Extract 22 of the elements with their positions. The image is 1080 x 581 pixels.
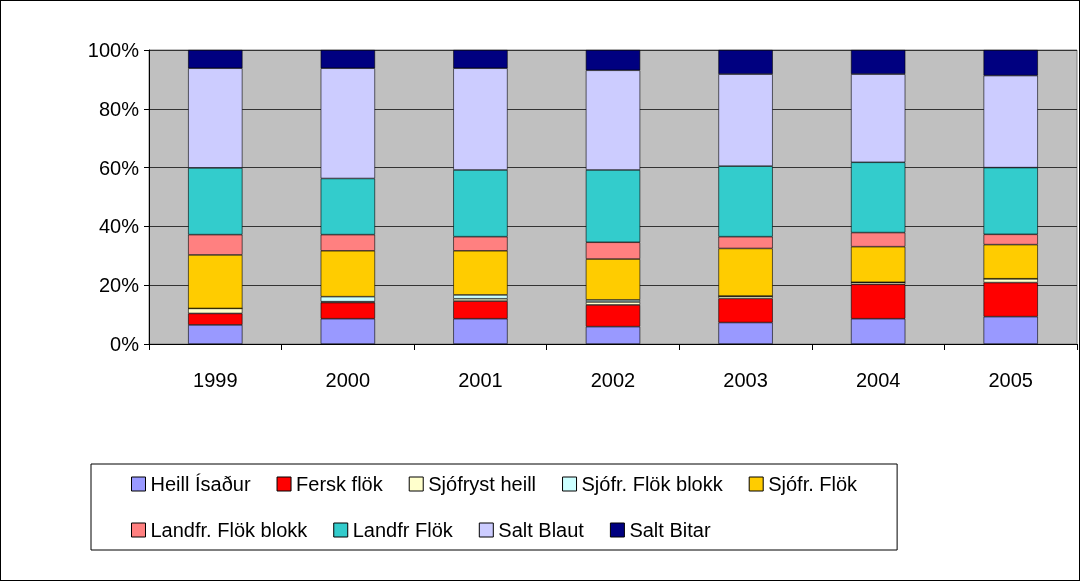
legend-label: Landfr Flök <box>352 519 454 541</box>
x-tick-label: 2002 <box>590 369 636 391</box>
x-tick-label: 2004 <box>855 369 901 391</box>
y-tick-label: 0% <box>110 333 140 355</box>
legend-label: Sjófr. Flök <box>768 473 859 495</box>
legend-label: Landfr. Flök blokk <box>150 519 309 541</box>
x-tick-label: 2001 <box>458 369 503 391</box>
y-tick-label: 40% <box>98 215 140 238</box>
legend-label: Sjófr. Flök blokk <box>581 473 724 495</box>
legend-label: Sjófryst heill <box>428 473 537 495</box>
x-tick-label: 1999 <box>193 369 238 391</box>
y-tick-label: 100% <box>87 39 140 61</box>
x-tick-label: 2005 <box>988 369 1033 391</box>
legend-label: Heill Ísaður <box>150 473 251 495</box>
x-tick-label: 2000 <box>325 369 371 391</box>
y-tick-label: 80% <box>98 97 140 120</box>
legend-label: Salt Blaut <box>498 519 585 541</box>
legend-label: Salt Bitar <box>629 519 711 541</box>
x-tick-label: 2003 <box>723 369 768 391</box>
y-tick-label: 20% <box>98 274 140 297</box>
y-tick-label: 60% <box>98 156 140 179</box>
legend-label: Fersk flök <box>296 473 384 495</box>
